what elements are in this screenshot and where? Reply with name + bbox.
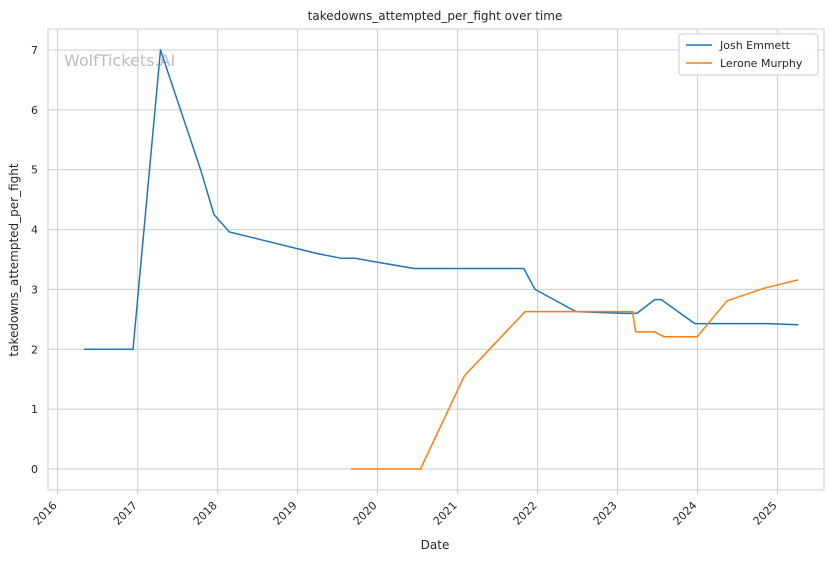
x-tick-label: 2024 (671, 499, 700, 528)
legend: Josh Emmett Lerone Murphy (678, 33, 819, 76)
x-tick-label: 2025 (751, 499, 780, 528)
x-axis-ticks: 2016 2017 2018 2019 2020 2021 2022 2023 2024 2025 (31, 490, 780, 528)
series-line-2 (350, 279, 799, 470)
x-tick-label: 2017 (111, 499, 140, 528)
x-tick-label: 2020 (351, 499, 380, 528)
x-tick-label: 2018 (191, 499, 220, 528)
grid-lines (48, 29, 824, 490)
legend-box (678, 33, 819, 76)
y-tick-label: 7 (31, 44, 38, 57)
y-tick-label: 6 (31, 104, 38, 117)
y-tick-label: 2 (31, 343, 38, 356)
watermark: WolfTickets.AI (64, 51, 175, 70)
y-axis-label: takedowns_attempted_per_fight (7, 163, 21, 356)
x-tick-label: 2023 (591, 499, 620, 528)
series-lines (84, 49, 799, 470)
legend-label: Lerone Murphy (720, 57, 803, 70)
y-axis-ticks: 0 1 2 3 4 5 6 7 (31, 44, 38, 476)
y-tick-label: 5 (31, 164, 38, 177)
plot-frame (47, 28, 825, 491)
y-tick-label: 3 (31, 283, 38, 296)
legend-label: Josh Emmett (719, 39, 791, 52)
x-tick-label: 2021 (431, 499, 460, 528)
x-tick-label: 2019 (271, 499, 300, 528)
y-tick-label: 1 (31, 403, 38, 416)
chart-title: takedowns_attempted_per_fight over time (308, 9, 563, 23)
y-tick-label: 0 (31, 463, 38, 476)
y-tick-label: 4 (31, 224, 38, 237)
series-line-1 (84, 49, 799, 351)
x-tick-label: 2016 (31, 499, 60, 528)
x-tick-label: 2022 (511, 499, 540, 528)
x-axis-label: Date (421, 538, 450, 552)
